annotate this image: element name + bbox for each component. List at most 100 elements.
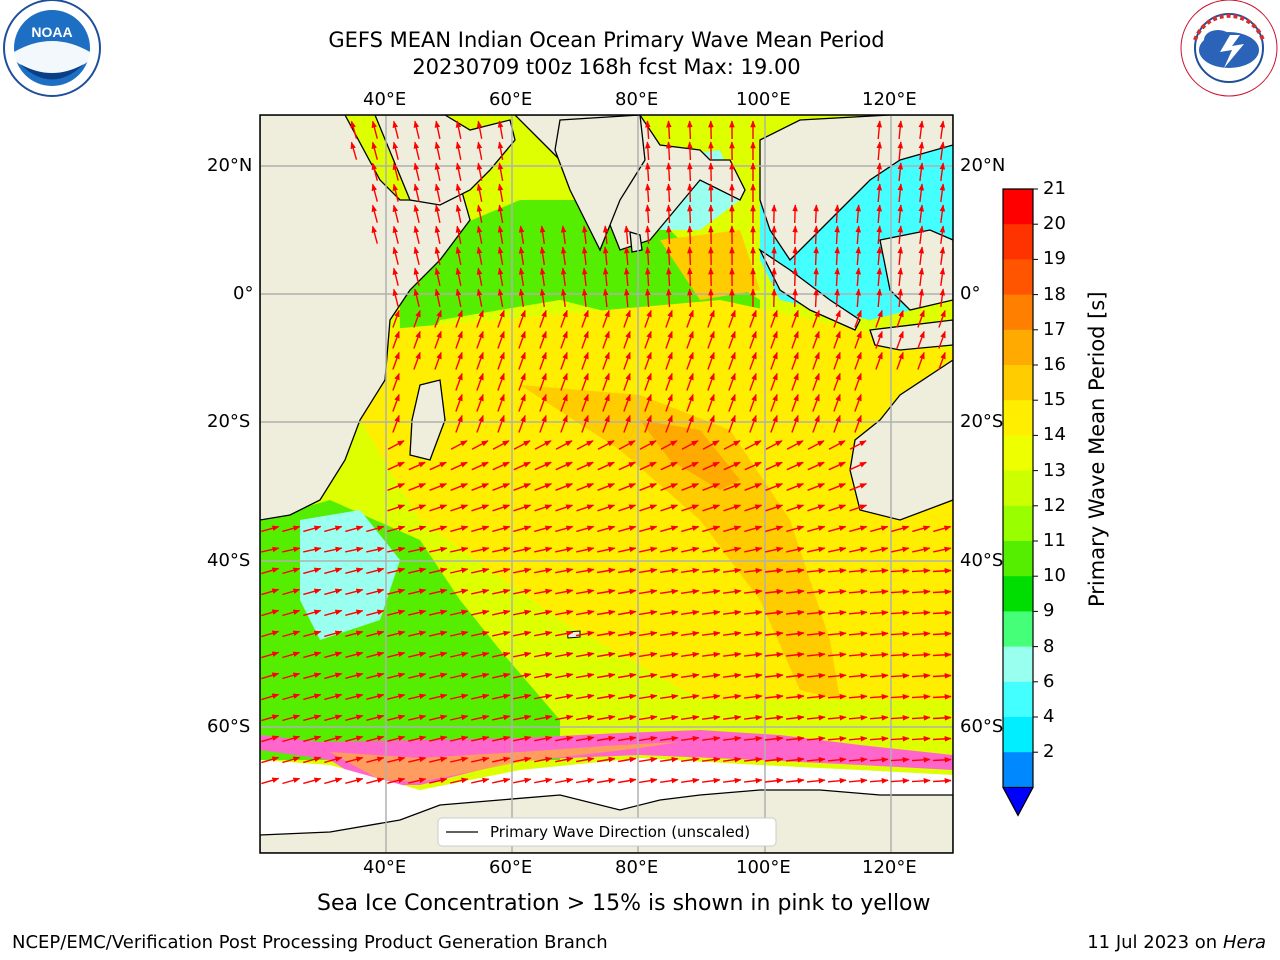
wave-direction-arrow: [602, 393, 610, 412]
wave-direction-arrow: [807, 546, 826, 553]
wave-direction-arrow: [617, 735, 637, 742]
wave-direction-arrow: [933, 546, 952, 553]
wave-direction-arrow: [261, 714, 280, 722]
colorbar-swatch: [1003, 646, 1033, 683]
wave-direction-arrow: [645, 246, 651, 266]
wave-direction-arrow: [434, 246, 441, 265]
wave-direction-arrow: [707, 330, 715, 349]
wave-direction-arrow: [728, 393, 736, 412]
wave-direction-arrow: [492, 630, 511, 637]
wave-direction-arrow: [534, 714, 553, 721]
wave-direction-arrow: [450, 525, 469, 533]
wave-direction-arrow: [855, 204, 862, 224]
wave-direction-arrow: [513, 735, 532, 742]
wave-direction-arrow: [645, 120, 651, 140]
wave-direction-arrow: [518, 393, 526, 412]
wave-direction-arrow: [744, 630, 763, 637]
lat-label-right-20s: 20°S: [960, 411, 1004, 432]
wave-direction-arrow: [911, 694, 931, 700]
wave-direction-arrow: [371, 162, 378, 181]
wave-direction-arrow: [429, 461, 447, 471]
wave-direction-arrow: [917, 351, 925, 370]
wave-direction-arrow: [324, 609, 343, 617]
wave-direction-arrow: [392, 330, 400, 349]
wave-direction-arrow: [939, 267, 946, 286]
wave-direction-arrow: [371, 225, 378, 244]
wave-direction-arrow: [833, 414, 841, 433]
wave-direction-arrow: [345, 672, 364, 679]
wave-direction-arrow: [450, 714, 469, 721]
wave-direction-arrow: [408, 630, 427, 637]
wave-direction-arrow: [497, 393, 505, 412]
wave-direction-arrow: [575, 609, 595, 616]
wave-direction-arrow: [434, 351, 442, 370]
wave-direction-arrow: [686, 309, 694, 328]
lon-label-bottom-40e: 40°E: [363, 857, 407, 878]
wave-direction-arrow: [476, 372, 484, 391]
colorbar-tick-label: 15: [1043, 389, 1066, 411]
wave-direction-arrow: [938, 351, 946, 370]
wave-direction-arrow: [638, 651, 658, 658]
wave-direction-arrow: [387, 630, 406, 637]
lon-label-bottom-100e: 100°E: [736, 857, 791, 878]
wave-direction-arrow: [854, 372, 862, 391]
wave-direction-arrow: [560, 225, 567, 244]
wave-direction-arrow: [897, 288, 904, 308]
wave-direction-arrow: [939, 141, 946, 160]
wave-direction-arrow: [492, 651, 511, 658]
wave-direction-arrow: [371, 183, 378, 202]
wave-direction-arrow: [786, 461, 804, 471]
wave-direction-arrow: [513, 651, 532, 658]
colorbar-swatch: [1003, 470, 1033, 507]
wave-direction-arrow: [408, 504, 427, 512]
wave-direction-arrow: [617, 609, 637, 616]
wave-direction-arrow: [476, 141, 483, 160]
wave-direction-arrow: [765, 546, 784, 553]
wave-direction-arrow: [581, 330, 589, 349]
wave-direction-arrow: [855, 246, 862, 266]
wave-direction-arrow: [876, 162, 883, 182]
wave-direction-arrow: [555, 714, 574, 721]
wave-direction-arrow: [786, 735, 805, 742]
wave-direction-arrow: [413, 267, 420, 286]
wave-direction-arrow: [597, 461, 615, 471]
wave-direction-arrow: [665, 414, 673, 433]
wave-direction-arrow: [813, 225, 819, 245]
wave-direction-arrow: [849, 525, 868, 533]
wave-direction-arrow: [602, 372, 610, 391]
kerguelen-island: [566, 630, 581, 639]
wave-direction-arrow: [723, 777, 742, 784]
wave-direction-arrow: [429, 609, 448, 616]
wave-direction-arrow: [450, 546, 469, 553]
colorbar-swatch: [1003, 541, 1033, 577]
wave-direction-arrow: [518, 330, 526, 349]
colorbar-tick-label: 11: [1043, 530, 1066, 551]
wave-direction-arrow: [749, 351, 757, 370]
wave-direction-arrow: [828, 440, 846, 450]
lat-label-right-20n: 20°N: [960, 155, 1006, 176]
wave-direction-arrow: [534, 588, 553, 595]
wave-direction-arrow: [827, 693, 847, 700]
wave-direction-arrow: [455, 141, 462, 160]
wave-direction-arrow: [261, 630, 280, 638]
wave-direction-arrow: [408, 567, 427, 574]
wave-direction-arrow: [366, 525, 385, 533]
wave-direction-arrow: [744, 567, 763, 574]
wave-direction-arrow: [534, 567, 553, 574]
wave-direction-arrow: [848, 651, 868, 658]
wave-direction-arrow: [792, 204, 798, 224]
wave-direction-arrow: [324, 546, 343, 553]
wave-direction-arrow: [345, 588, 364, 595]
colorbar-swatch: [1003, 681, 1033, 718]
wave-direction-arrow: [666, 162, 672, 182]
wave-direction-arrow: [786, 525, 805, 533]
wave-direction-arrow: [455, 330, 463, 349]
wave-direction-arrow: [687, 267, 693, 287]
wave-direction-arrow: [723, 756, 742, 763]
wave-direction-arrow: [744, 777, 763, 784]
wave-direction-arrow: [786, 440, 804, 450]
wave-direction-arrow: [660, 525, 679, 533]
wave-direction-arrow: [429, 756, 448, 763]
wave-direction-arrow: [828, 483, 847, 491]
lat-label-right-0: 0°: [960, 283, 981, 304]
